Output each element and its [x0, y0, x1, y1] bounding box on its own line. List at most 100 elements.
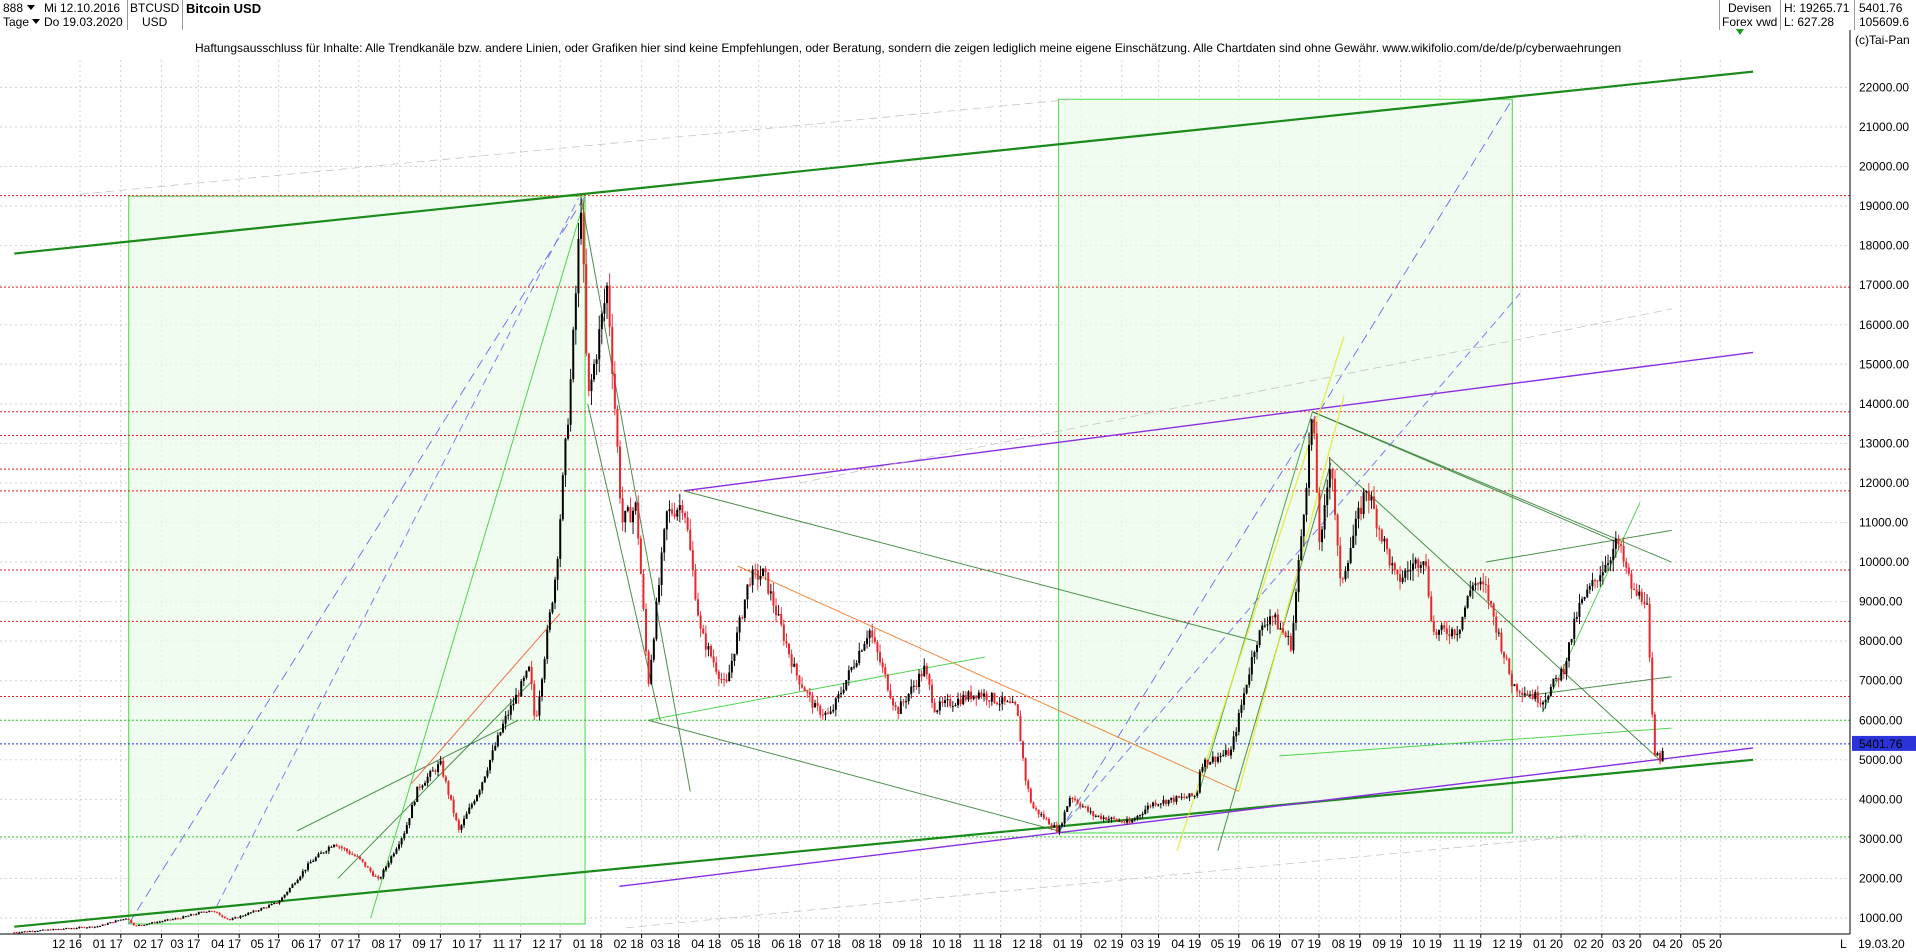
candle-body — [1191, 793, 1194, 796]
candle-body — [1570, 638, 1573, 643]
candle-body — [1487, 585, 1490, 601]
symbol-dropdown-icon[interactable] — [27, 5, 35, 10]
y-tick-label: 2000.00 — [1859, 871, 1903, 885]
candle-body — [351, 853, 354, 855]
candle-body — [998, 703, 1001, 705]
candle-body — [1113, 817, 1116, 819]
candle-body — [60, 928, 63, 930]
candle-body — [1417, 559, 1420, 568]
candle-body — [1081, 806, 1084, 808]
candle-body — [1391, 563, 1394, 566]
candle-body — [983, 693, 986, 697]
candle-body — [1188, 793, 1191, 798]
candle-body — [673, 513, 676, 517]
candle-body — [1388, 549, 1391, 566]
candle-body — [522, 677, 525, 682]
candle-body — [1354, 518, 1357, 536]
candle-body — [1237, 712, 1240, 732]
candle-body — [1544, 699, 1547, 703]
candle-body — [226, 918, 229, 920]
x-tick-label: 07 19 — [1291, 937, 1321, 951]
candle-body — [546, 629, 549, 660]
candle-body — [294, 883, 297, 885]
candle-body — [291, 884, 294, 888]
x-tick-label: 12 18 — [1012, 937, 1042, 951]
x-tick-label: 02 18 — [614, 937, 644, 951]
candle-body — [645, 609, 648, 652]
candle-body — [1352, 535, 1355, 549]
candle-body — [408, 818, 411, 826]
candle-body — [221, 915, 224, 917]
symbol-code[interactable]: 888 — [3, 1, 24, 15]
candle-body — [515, 694, 518, 704]
candle-body — [372, 871, 375, 877]
candle-body — [660, 552, 663, 586]
x-tick-label: 01 20 — [1533, 937, 1563, 951]
candle-body — [632, 510, 635, 523]
y-tick-label: 1000.00 — [1859, 911, 1903, 925]
candle-body — [988, 700, 991, 702]
candle-body — [1565, 661, 1568, 675]
candle-body — [145, 924, 148, 926]
candle-body — [1222, 754, 1225, 756]
candle-body — [1562, 668, 1565, 675]
candle-body — [1523, 693, 1526, 695]
candle-body — [1586, 589, 1589, 597]
candle-body — [1399, 574, 1402, 582]
candle-body — [816, 702, 819, 706]
candle-body — [143, 924, 146, 926]
candle-body — [624, 510, 627, 523]
period-select[interactable]: Tage — [3, 15, 30, 29]
candle-body — [1323, 505, 1326, 530]
fan-line — [337, 680, 533, 879]
candle-body — [39, 930, 42, 932]
candle-body — [1464, 607, 1467, 617]
candle-body — [23, 931, 26, 933]
candle-body — [418, 786, 421, 788]
fan-line — [625, 834, 1587, 929]
y-tick-label: 9000.00 — [1859, 595, 1903, 609]
candle-body — [606, 285, 609, 304]
candle-body — [1594, 580, 1597, 582]
candle-body — [1110, 817, 1113, 820]
candle-body — [1035, 808, 1038, 810]
candle-body — [231, 918, 234, 920]
candle-body — [34, 931, 37, 933]
candle-body — [1087, 806, 1090, 812]
candle-body — [936, 710, 939, 713]
candle-body — [1310, 419, 1313, 445]
fan-line — [737, 565, 1239, 792]
candle-body — [1050, 824, 1053, 828]
candle-body — [933, 702, 936, 713]
candle-body — [1146, 805, 1149, 810]
x-tick-label: 04 20 — [1653, 937, 1683, 951]
candle-body — [1029, 788, 1032, 803]
bottom-date: 19.03.20 — [1858, 937, 1905, 951]
candle-body — [946, 699, 949, 701]
candle-body — [520, 681, 523, 697]
candle-body — [413, 801, 416, 805]
candle-body — [322, 852, 325, 854]
candle-body — [746, 584, 749, 600]
candle-body — [369, 867, 372, 872]
candle-body — [338, 846, 341, 848]
candle-body — [873, 637, 876, 642]
candle-body — [1321, 529, 1324, 543]
candle-body — [1131, 820, 1134, 823]
candle-body — [767, 572, 770, 594]
candle-body — [416, 786, 419, 802]
candle-body — [364, 861, 367, 867]
fan-line — [296, 719, 519, 832]
candle-body — [65, 928, 68, 930]
period-dropdown-icon[interactable] — [32, 19, 40, 24]
candle-body — [938, 701, 941, 711]
candle-body — [476, 795, 479, 802]
candle-body — [67, 928, 70, 930]
candle-body — [1578, 602, 1581, 617]
candle-body — [634, 502, 637, 511]
candle-body — [1219, 755, 1222, 758]
candle-body — [1661, 750, 1664, 762]
candle-body — [270, 903, 273, 906]
candle-body — [1120, 820, 1123, 823]
